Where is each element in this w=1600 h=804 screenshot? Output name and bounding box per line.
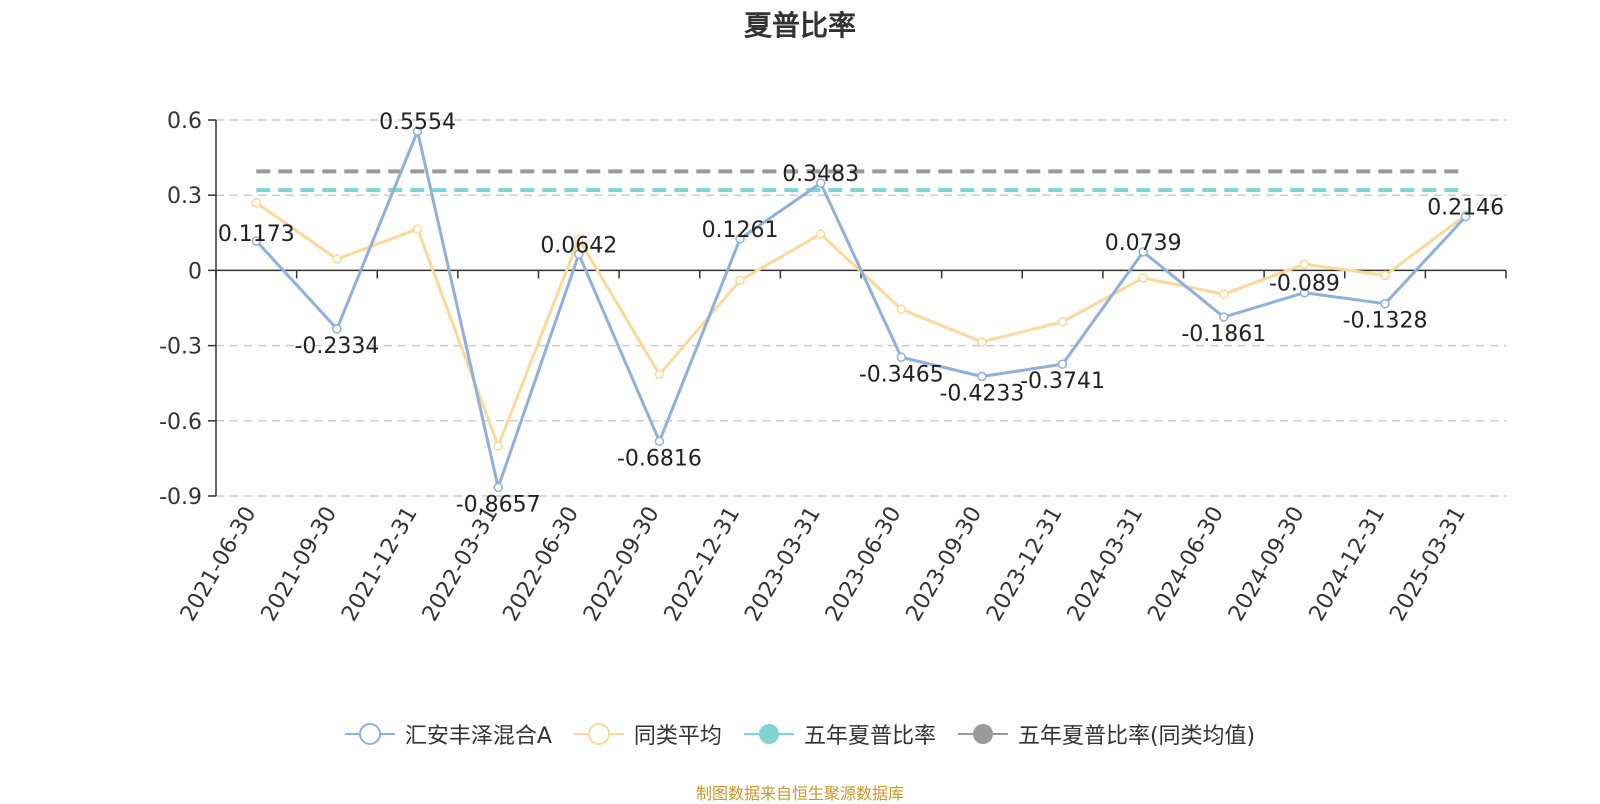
legend-item-peer-average[interactable]: 同类平均 [573, 718, 722, 750]
legend-label-five-year-peer: 五年夏普比率(同类均值) [1017, 724, 1256, 749]
x-tick-label: 2022-09-30 [579, 503, 665, 626]
x-tick-label: 2024-09-30 [1224, 503, 1310, 626]
data-point [1380, 270, 1390, 281]
legend-item-five-year[interactable]: 五年夏普比率 [743, 718, 936, 750]
sharpe-ratio-chart: 0.60.30-0.3-0.6-0.92021-06-302021-09-302… [159, 109, 1507, 626]
data-label: 0.3483 [782, 162, 859, 187]
data-point [1219, 289, 1229, 299]
data-point [1219, 312, 1229, 322]
y-tick-label: 0 [188, 259, 202, 284]
data-point [654, 369, 665, 380]
data-label: 0.5554 [379, 110, 456, 135]
data-label: -0.1861 [1181, 322, 1266, 347]
data-point [412, 126, 423, 136]
x-tick-label: 2023-12-31 [982, 503, 1068, 626]
data-point [1460, 211, 1471, 222]
x-tick-label: 2023-09-30 [902, 503, 988, 626]
data-label: -0.1328 [1343, 309, 1428, 334]
data-point [1299, 287, 1310, 298]
x-tick-label: 2025-03-31 [1385, 503, 1471, 626]
data-label: -0.4233 [939, 382, 1024, 407]
x-tick-label: 2022-06-30 [498, 503, 584, 626]
legend-line-circle-icon [573, 723, 624, 745]
x-tick-label: 2023-03-31 [740, 503, 826, 626]
data-point [1138, 247, 1148, 257]
data-point [896, 352, 907, 363]
data-point [332, 324, 342, 334]
legend-label-five-year: 五年夏普比率 [803, 724, 936, 749]
data-point [815, 178, 826, 188]
data-point [493, 441, 503, 451]
y-tick-label: 0.6 [167, 109, 202, 134]
y-tick-label: -0.6 [159, 410, 202, 435]
legend-line-dot-icon [743, 724, 794, 744]
data-point [1057, 359, 1068, 369]
data-point [412, 224, 423, 234]
data-point [896, 304, 907, 315]
legend-item-five-year-peer[interactable]: 五年夏普比率(同类均值) [957, 718, 1256, 750]
data-point [735, 275, 745, 286]
data-point [251, 197, 262, 208]
x-tick-label: 2024-06-30 [1143, 503, 1229, 626]
data-point [977, 337, 987, 347]
legend-line-circle-icon [344, 723, 395, 745]
legend: 汇安丰泽混合A 同类平均 五年夏普比率 五年夏普比率(同类均值) [0, 718, 1600, 750]
x-tick-label: 2021-09-30 [257, 503, 343, 626]
data-source-note: 制图数据来自恒生聚源数据库 [695, 784, 904, 803]
data-label: -0.3465 [859, 362, 944, 387]
data-label: 0.0642 [540, 233, 617, 258]
x-tick-label: 2022-03-31 [418, 503, 504, 626]
data-label: -0.6816 [617, 446, 702, 471]
legend-label-fund: 汇安丰泽混合A [404, 724, 552, 749]
x-tick-label: 2021-06-30 [176, 503, 262, 626]
data-point [1138, 273, 1148, 283]
x-tick-label: 2024-03-31 [1063, 503, 1149, 626]
data-point [735, 234, 745, 244]
data-point [574, 234, 584, 244]
data-point [1057, 317, 1068, 327]
data-label: -0.089 [1269, 272, 1340, 297]
x-tick-label: 2023-06-30 [821, 503, 907, 626]
data-point [1299, 259, 1310, 269]
y-tick-label: -0.3 [159, 335, 202, 360]
legend-line-dot-icon [957, 724, 1008, 744]
data-point [251, 236, 262, 246]
y-tick-label: 0.3 [167, 184, 202, 209]
data-point [332, 254, 342, 264]
data-label: -0.8657 [456, 492, 541, 517]
legend-label-peer-average: 同类平均 [633, 724, 722, 749]
data-label: 0.0739 [1105, 231, 1182, 256]
data-point [654, 436, 665, 447]
data-point [574, 249, 584, 260]
chart-title: 夏普比率 [743, 9, 856, 42]
data-point [1380, 298, 1390, 309]
data-label: 0.1173 [218, 222, 295, 247]
x-tick-label: 2021-12-31 [337, 503, 423, 626]
data-label: 0.1261 [702, 218, 779, 243]
x-tick-label: 2024-12-31 [1305, 503, 1391, 626]
data-label: 0.2146 [1427, 196, 1504, 221]
data-point [977, 371, 987, 382]
series-line [255, 129, 1467, 489]
series-line [255, 201, 1467, 448]
y-tick-label: -0.9 [159, 485, 202, 510]
data-point [815, 229, 826, 239]
data-label: -0.3741 [1020, 369, 1105, 394]
data-point [493, 482, 503, 493]
legend-item-fund[interactable]: 汇安丰泽混合A [344, 718, 552, 750]
x-tick-label: 2022-12-31 [660, 503, 746, 626]
data-label: -0.2334 [294, 334, 379, 359]
